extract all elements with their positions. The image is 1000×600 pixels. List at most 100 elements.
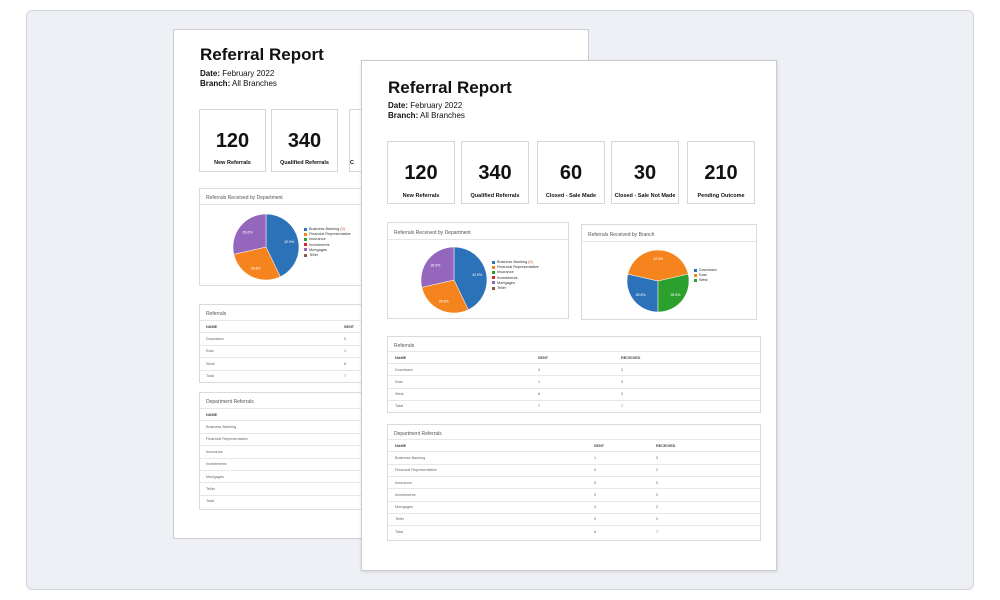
legend-swatch (304, 227, 307, 231)
stat-value: 60 (559, 162, 583, 184)
table-cell: 0 (594, 468, 597, 473)
legend-item: Teller (492, 286, 506, 290)
table-cell: 1 (538, 379, 541, 384)
report-title: Referral Report (200, 45, 324, 64)
legend-label: Financial Representative (497, 265, 539, 270)
table-cell: 0 (656, 517, 659, 522)
legend-swatch (694, 273, 697, 277)
legend-swatch (694, 278, 697, 282)
table-cell: 0 (656, 492, 659, 497)
legend-item: Business Banking (0) (304, 227, 345, 231)
stat-label: Pending Outcome (697, 193, 745, 199)
pie-slice-east (627, 249, 689, 282)
table-cell: 3 (621, 379, 624, 384)
table-cell: Total (206, 499, 215, 504)
table-cell: 2 (621, 392, 624, 397)
table-row: Mortgages (200, 470, 388, 482)
legend-item: Investments (492, 276, 517, 280)
legend-swatch (304, 248, 307, 252)
table-cell: 0 (538, 367, 541, 372)
legend-item: Business Banking (0) (492, 260, 533, 264)
table-header-row: NAME SENT (200, 320, 388, 332)
pie-data-label: 42.9% (653, 257, 663, 261)
table-row: East 1 (200, 344, 388, 357)
pie-slice-financial-representative (233, 246, 281, 281)
table-row: Financial Representative (200, 432, 388, 445)
table-header-row: NAME (200, 408, 388, 420)
table-cell: Mortgages (206, 474, 224, 479)
pie-data-label: 42.9% (472, 273, 482, 277)
department-pie-chart: 42.9% 28.6% 28.6% (420, 246, 488, 314)
legend-swatch (304, 232, 307, 236)
table-row: Teller 0 0 (388, 512, 760, 525)
legend-suffix: (0) (527, 260, 533, 264)
table-cell: 1 (344, 349, 347, 354)
legend-swatch (694, 268, 697, 272)
table-title: Referrals (394, 343, 415, 349)
table-header-cell: NAME (206, 412, 218, 417)
branch-value: All Branches (232, 78, 277, 88)
table-cell: 7 (344, 374, 347, 379)
table-cell: Financial Representative (395, 468, 437, 473)
legend-label: Investments (309, 242, 330, 247)
department-pie-chart: 42.9% 28.6% 28.6% (232, 213, 300, 281)
date-label: Date: (388, 101, 409, 110)
legend-label: Downtown (699, 268, 717, 272)
legend-item: Financial Representative (492, 265, 539, 269)
table-header-cell: NAME (395, 355, 407, 360)
table-cell: Downtown (395, 367, 413, 372)
legend-label: Insurance (309, 237, 326, 242)
table-cell: 2 (656, 505, 659, 510)
pie-data-label: 28.6% (430, 263, 440, 267)
report-meta: Date: February 2022 Branch: All Branches (200, 69, 277, 88)
legend-item: Downtown (694, 268, 717, 272)
stat-label: Qualified Referrals (280, 160, 329, 166)
table-cell: Investments (206, 462, 227, 467)
table-cell: Downtown (206, 337, 224, 342)
table-cell: Total (206, 374, 215, 379)
table-cell: Mortgages (395, 505, 413, 510)
date-label: Date: (200, 69, 221, 78)
branch-label: Branch: (200, 78, 231, 88)
stat-card-qualified-referrals: 340 Qualified Referrals (461, 141, 529, 204)
table-row: Total 7 (200, 369, 388, 382)
stat-card: 340 Qualified Referrals (271, 109, 338, 172)
table-row: Business Banking 1 3 (388, 451, 760, 463)
legend-label: Business Banking (309, 227, 340, 231)
table-title: Referrals (206, 311, 227, 317)
table-cell: West (395, 392, 404, 397)
table-title: Department Referrals (394, 431, 442, 437)
table-cell: Teller (395, 517, 405, 522)
table-cell: Business Banking (206, 425, 237, 430)
stat-value: 210 (704, 162, 738, 184)
legend-swatch (492, 281, 495, 285)
table-header-row: NAME SENT RECEIVED (388, 351, 760, 363)
stat-value: 340 (478, 162, 512, 184)
table-cell: Investments (395, 492, 416, 497)
pie-slice-business-banking (453, 246, 488, 311)
table-header-cell: SENT (538, 355, 549, 360)
branch-pie-chart: 28.6% 42.9% 28.6% (626, 249, 690, 313)
legend-label: Mortgages (497, 280, 515, 285)
table-row: Financial Representative 0 2 (388, 463, 760, 476)
table-row: Total 7 7 (388, 399, 760, 412)
table-row: West 6 (200, 357, 388, 369)
table-cell: 0 (594, 517, 597, 522)
department-referrals-table: Department Referrals NAME SENT RECEIVED Bus… (387, 424, 761, 541)
stat-label: New Referrals (402, 193, 440, 199)
legend-swatch (304, 237, 307, 241)
table-cell: Insurance (206, 449, 223, 454)
stat-label: New Referrals (214, 160, 251, 166)
legend-swatch (492, 286, 495, 290)
table-cell: 7 (656, 529, 659, 534)
stat-card: 120 New Referrals (199, 109, 266, 172)
table-cell: 1 (594, 455, 597, 460)
table-cell: 0 (656, 480, 659, 485)
stat-card-closed-sale-made: 60 Closed - Sale Made (537, 141, 605, 204)
table-row: Teller (200, 482, 388, 494)
table-cell: 3 (656, 455, 659, 460)
legend-label: West (699, 278, 708, 283)
legend-suffix: (0) (339, 227, 345, 231)
legend-label: Financial Representative (309, 232, 351, 237)
stat-value: 120 (215, 130, 250, 152)
